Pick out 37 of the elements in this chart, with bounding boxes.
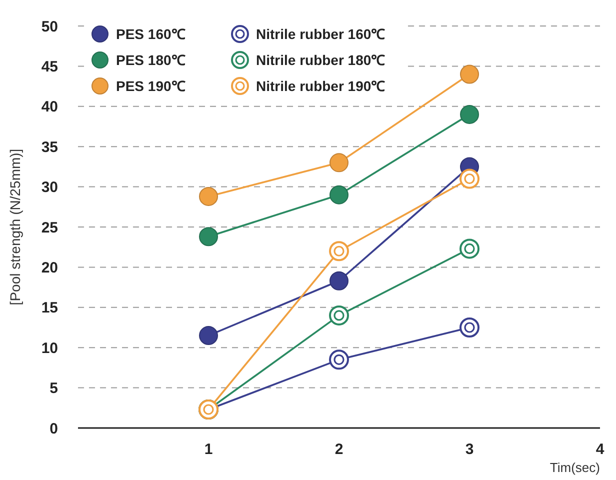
point	[460, 318, 480, 338]
x-tick-label: 3	[465, 441, 474, 458]
y-tick-label: 25	[41, 219, 58, 236]
point	[460, 64, 479, 84]
point	[460, 238, 480, 259]
y-axis-title: [Pool strength (N/25mm)]	[7, 148, 23, 306]
point	[330, 153, 348, 172]
x-tick-label: 4	[596, 441, 605, 458]
legend-label: Nitrile rubber 190℃	[256, 78, 386, 94]
y-tick-label: 5	[50, 380, 58, 398]
x-tick-label: 1	[204, 441, 213, 458]
point	[199, 326, 218, 346]
point	[460, 104, 479, 124]
point	[329, 241, 349, 262]
y-tick-label: 30	[41, 179, 58, 196]
point	[199, 227, 218, 246]
y-tick-label: 20	[41, 259, 58, 276]
point	[199, 186, 218, 206]
x-axis-title: Tim(sec)	[550, 460, 600, 475]
point	[329, 305, 349, 326]
point	[330, 185, 348, 204]
y-tick-label: 15	[41, 300, 58, 317]
y-tick-label: 40	[41, 98, 58, 116]
legend-label: PES 160℃	[116, 26, 186, 42]
legend-label: Nitrile rubber 180℃	[256, 52, 386, 68]
point	[460, 168, 480, 189]
y-tick-label: 0	[50, 420, 58, 438]
point	[330, 271, 348, 290]
y-tick-label: 10	[41, 340, 58, 357]
legend-label: PES 190℃	[116, 78, 186, 94]
y-tick-label: 35	[41, 138, 58, 156]
x-tick-label: 2	[334, 441, 344, 458]
point	[329, 350, 349, 370]
legend-label: Nitrile rubber 160℃	[256, 26, 386, 42]
legend-label: PES 180℃	[116, 52, 186, 68]
y-tick-label: 50	[41, 18, 58, 36]
y-tick-label: 45	[41, 58, 58, 76]
